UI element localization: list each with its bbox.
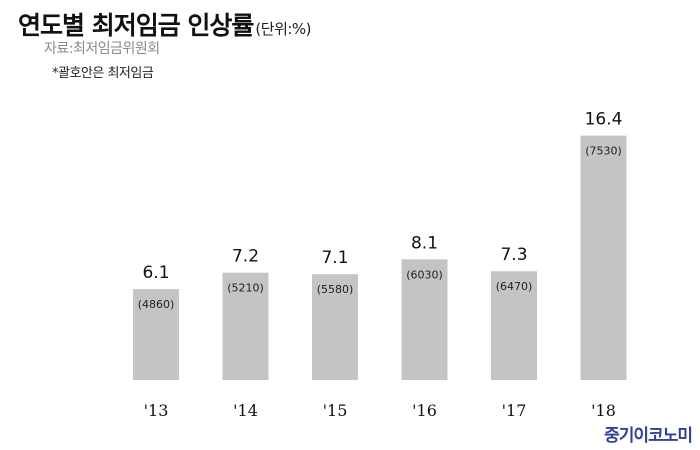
brand-logo: 중기이코노미 [604, 426, 693, 446]
chart-title: 연도별 최저임금 인상률 [18, 11, 254, 40]
value-label-3: 8.1 [411, 233, 438, 253]
category-label-4: '17 [502, 401, 527, 420]
value-label-2: 7.1 [321, 248, 348, 268]
bar-3 [401, 259, 448, 380]
bar-2 [312, 274, 358, 380]
category-label-2: '15 [323, 401, 348, 420]
value-label-0: 6.1 [142, 263, 169, 283]
bar-1 [222, 272, 269, 380]
wage-label-5: (7530) [585, 145, 622, 158]
bar-0 [133, 289, 179, 380]
bar-4 [491, 271, 537, 380]
category-label-1: '14 [233, 401, 258, 420]
category-label-0: '13 [144, 401, 169, 420]
value-label-1: 7.2 [232, 247, 259, 267]
wage-label-4: (6470) [496, 280, 533, 293]
category-label-5: '18 [591, 401, 616, 420]
note-label: *괄호안은 최저임금 [52, 66, 154, 81]
value-label-5: 16.4 [585, 110, 623, 130]
wage-label-2: (5580) [317, 283, 354, 296]
value-label-4: 7.3 [500, 245, 527, 265]
wage-label-3: (6030) [406, 268, 443, 281]
wage-label-0: (4860) [138, 298, 175, 311]
category-label-3: '16 [412, 401, 437, 420]
wage-label-1: (5210) [227, 282, 264, 295]
unit-label: (단위:%) [255, 20, 312, 38]
title-row: 연도별 최저임금 인상률 (단위:%) [18, 6, 312, 42]
source-label: 자료:최저임금위원회 [44, 41, 160, 57]
bar-5 [580, 135, 627, 380]
